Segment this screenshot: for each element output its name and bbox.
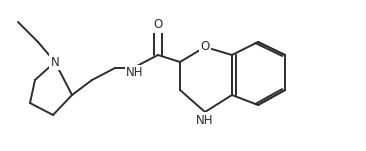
Text: O: O — [153, 19, 163, 32]
Text: NH: NH — [126, 66, 144, 79]
Text: O: O — [200, 40, 210, 53]
Text: N: N — [51, 56, 59, 69]
Text: NH: NH — [196, 114, 214, 127]
